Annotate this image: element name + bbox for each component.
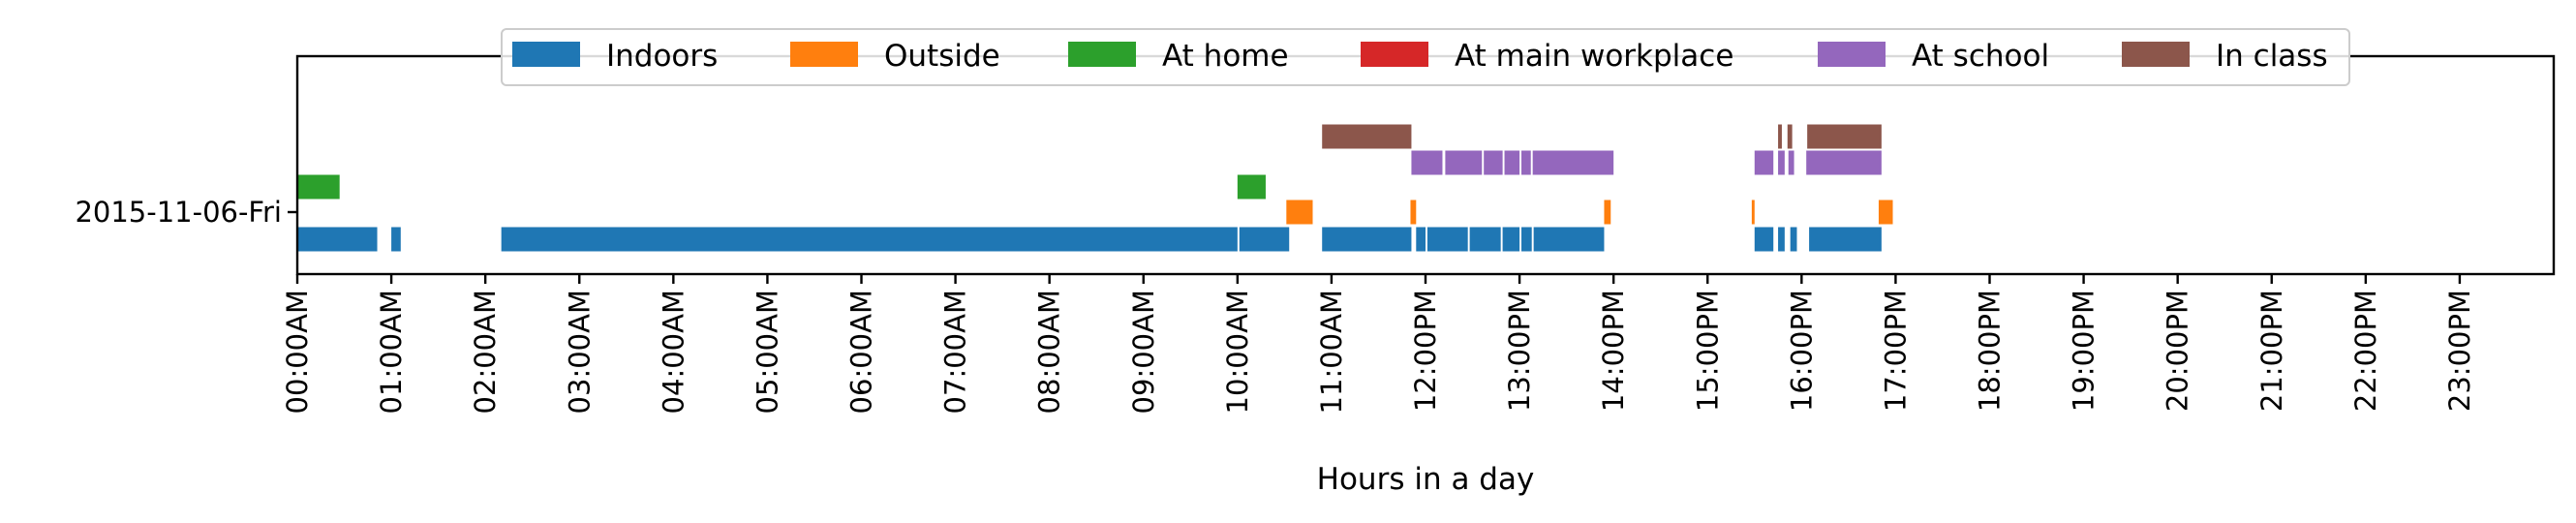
interval-bar xyxy=(1237,174,1266,200)
legend-item: At main workplace xyxy=(1361,39,1733,74)
interval-bar xyxy=(1604,200,1611,225)
interval-bar xyxy=(1416,227,1426,252)
x-tick-label: 12:00PM xyxy=(1409,290,1442,412)
x-tick-label: 06:00AM xyxy=(845,290,878,414)
x-tick-label: 17:00PM xyxy=(1879,290,1912,412)
series-at-school xyxy=(1411,150,1882,175)
legend-label: At school xyxy=(1912,39,2049,74)
series-outside xyxy=(1286,200,1893,225)
interval-bar xyxy=(1521,150,1531,175)
x-tick-label: 09:00AM xyxy=(1127,290,1160,414)
legend-label: In class xyxy=(2216,39,2328,74)
x-tick-label: 19:00PM xyxy=(2068,290,2101,412)
legend-swatch xyxy=(790,42,858,67)
x-axis-label: Hours in a day xyxy=(1317,462,1535,497)
interval-bar xyxy=(1778,124,1782,149)
interval-bar xyxy=(1806,150,1882,175)
x-axis: 00:00AM 01:00AM 02:00AM 03:00AM 04:00AM 05:00… xyxy=(281,274,2476,414)
interval-bar xyxy=(1787,124,1793,149)
interval-bar xyxy=(391,227,401,252)
interval-bar xyxy=(297,174,340,200)
x-tick-label: 22:00PM xyxy=(2349,290,2382,412)
interval-bar xyxy=(1809,227,1882,252)
interval-bar xyxy=(1778,150,1785,175)
legend-swatch xyxy=(1818,42,1886,67)
interval-bar xyxy=(1484,150,1503,175)
y-tick-label: 2015-11-06-Fri xyxy=(75,196,282,229)
legend-item: At school xyxy=(1818,39,2049,74)
legend-item: Indoors xyxy=(512,39,718,74)
x-tick-label: 13:00PM xyxy=(1503,290,1536,412)
interval-bar xyxy=(1469,227,1501,252)
x-tick-label: 01:00AM xyxy=(375,290,408,414)
interval-bar xyxy=(1411,150,1443,175)
x-tick-label: 23:00PM xyxy=(2443,290,2476,412)
interval-bar xyxy=(501,227,1238,252)
interval-bar xyxy=(1790,227,1797,252)
x-tick-label: 10:00AM xyxy=(1221,290,1254,414)
legend-item: At home xyxy=(1068,39,1289,74)
x-tick-label: 15:00PM xyxy=(1691,290,1724,412)
series-at-home xyxy=(297,174,1266,200)
y-axis: 2015-11-06-Fri xyxy=(75,196,297,229)
interval-bar xyxy=(1410,200,1417,225)
x-tick-label: 14:00PM xyxy=(1597,290,1630,412)
interval-bar xyxy=(1778,227,1785,252)
interval-bar xyxy=(1286,200,1313,225)
interval-bar xyxy=(1533,227,1605,252)
interval-bar xyxy=(1754,227,1774,252)
x-tick-label: 07:00AM xyxy=(939,290,972,414)
interval-bar xyxy=(1788,150,1794,175)
x-tick-label: 00:00AM xyxy=(281,290,314,414)
legend-item: In class xyxy=(2122,39,2328,74)
legend-swatch xyxy=(1068,42,1136,67)
legend-label: Outside xyxy=(884,39,1000,74)
x-tick-label: 16:00PM xyxy=(1785,290,1818,412)
legend-label: At main workplace xyxy=(1455,39,1733,74)
interval-bar xyxy=(1239,227,1290,252)
interval-bar xyxy=(1532,150,1614,175)
legend-label: Indoors xyxy=(606,39,718,74)
series-indoors xyxy=(297,227,1882,252)
interval-bar xyxy=(1878,200,1893,225)
interval-bar xyxy=(1322,124,1412,149)
legend: Indoors Outside At home At main workplace At… xyxy=(501,28,2350,86)
legend-swatch xyxy=(2122,42,2190,67)
x-tick-label: 20:00PM xyxy=(2162,290,2194,412)
interval-bar xyxy=(1504,150,1520,175)
interval-bar xyxy=(1807,124,1882,149)
x-tick-label: 05:00AM xyxy=(751,290,783,414)
interval-bar xyxy=(1445,150,1483,175)
x-tick-label: 11:00AM xyxy=(1315,290,1348,414)
x-tick-label: 21:00PM xyxy=(2255,290,2288,412)
x-tick-label: 03:00AM xyxy=(563,290,596,414)
interval-bar xyxy=(1322,227,1412,252)
interval-bar xyxy=(1521,227,1532,252)
interval-bar xyxy=(1754,150,1774,175)
interval-bar xyxy=(1502,227,1520,252)
legend-label: At home xyxy=(1162,39,1289,74)
interval-bar xyxy=(297,227,378,252)
interval-bar xyxy=(1751,200,1755,225)
x-tick-label: 02:00AM xyxy=(469,290,502,414)
interval-bar xyxy=(1426,227,1468,252)
plot-marks xyxy=(297,124,1893,252)
series-in-class xyxy=(1322,124,1882,149)
legend-swatch xyxy=(512,42,580,67)
x-tick-label: 08:00AM xyxy=(1033,290,1066,414)
x-tick-label: 18:00PM xyxy=(1974,290,2007,412)
legend-swatch xyxy=(1361,42,1428,67)
x-tick-label: 04:00AM xyxy=(657,290,690,414)
legend-item: Outside xyxy=(790,39,1000,74)
